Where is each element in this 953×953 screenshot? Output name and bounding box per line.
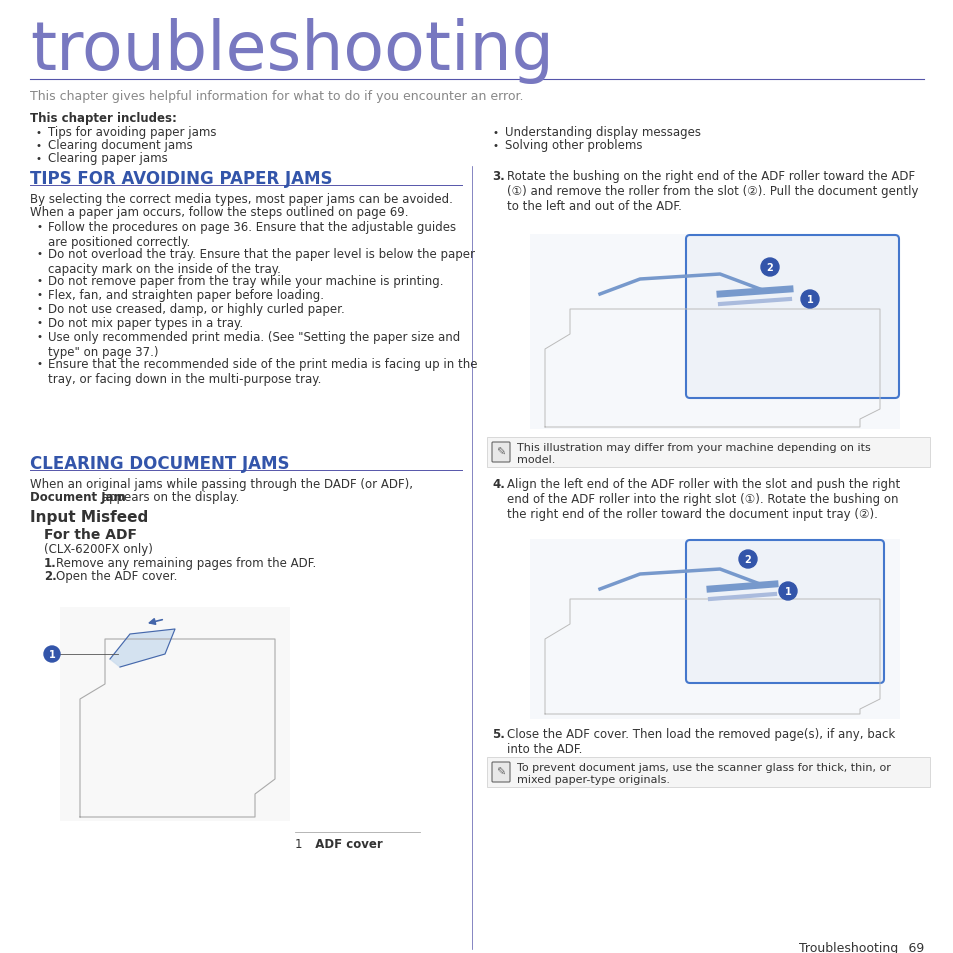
Text: Use only recommended print media. (See "Setting the paper size and
type" on page: Use only recommended print media. (See "…	[48, 331, 459, 358]
Text: 1: 1	[49, 649, 55, 659]
FancyBboxPatch shape	[530, 539, 899, 720]
Text: Clearing paper jams: Clearing paper jams	[48, 152, 168, 165]
Circle shape	[801, 291, 818, 309]
FancyBboxPatch shape	[486, 437, 929, 468]
Text: Document Jam: Document Jam	[30, 491, 126, 503]
Text: For the ADF: For the ADF	[44, 527, 137, 541]
Text: Input Misfeed: Input Misfeed	[30, 510, 148, 524]
Text: Tips for avoiding paper jams: Tips for avoiding paper jams	[48, 126, 216, 139]
Text: 1: 1	[806, 294, 813, 305]
Text: 1.: 1.	[44, 557, 56, 569]
Text: •: •	[493, 128, 498, 138]
Text: Solving other problems: Solving other problems	[504, 139, 641, 152]
Text: appears on the display.: appears on the display.	[98, 491, 239, 503]
Text: 3.: 3.	[492, 170, 504, 183]
Text: Follow the procedures on page 36. Ensure that the adjustable guides
are position: Follow the procedures on page 36. Ensure…	[48, 221, 456, 249]
FancyBboxPatch shape	[486, 758, 929, 787]
Text: •: •	[37, 304, 43, 314]
Text: Do not mix paper types in a tray.: Do not mix paper types in a tray.	[48, 316, 243, 330]
Circle shape	[779, 582, 796, 600]
Text: 2.: 2.	[44, 569, 56, 582]
Text: ADF cover: ADF cover	[307, 837, 382, 850]
FancyBboxPatch shape	[492, 762, 510, 782]
FancyBboxPatch shape	[60, 607, 290, 821]
Text: Align the left end of the ADF roller with the slot and push the right
end of the: Align the left end of the ADF roller wit…	[506, 477, 900, 520]
Text: To prevent document jams, use the scanner glass for thick, thin, or
mixed paper-: To prevent document jams, use the scanne…	[517, 762, 890, 783]
Circle shape	[44, 646, 60, 662]
Text: Understanding display messages: Understanding display messages	[504, 126, 700, 139]
Text: Do not use creased, damp, or highly curled paper.: Do not use creased, damp, or highly curl…	[48, 303, 344, 315]
Text: •: •	[36, 128, 42, 138]
FancyBboxPatch shape	[685, 540, 883, 683]
Text: •: •	[36, 153, 42, 164]
Text: Rotate the bushing on the right end of the ADF roller toward the ADF
(①) and rem: Rotate the bushing on the right end of t…	[506, 170, 918, 213]
Text: 1: 1	[294, 837, 302, 850]
Text: Troubleshooting_ 69: Troubleshooting_ 69	[798, 941, 923, 953]
Text: Open the ADF cover.: Open the ADF cover.	[56, 569, 177, 582]
FancyBboxPatch shape	[685, 235, 898, 398]
Text: •: •	[37, 222, 43, 232]
Text: By selecting the correct media types, most paper jams can be avoided.: By selecting the correct media types, mo…	[30, 193, 453, 206]
Text: •: •	[37, 249, 43, 258]
Text: Close the ADF cover. Then load the removed page(s), if any, back
into the ADF.: Close the ADF cover. Then load the remov…	[506, 727, 894, 755]
Text: 2: 2	[766, 263, 773, 273]
Text: •: •	[37, 290, 43, 299]
Circle shape	[739, 551, 757, 568]
Text: 5.: 5.	[492, 727, 504, 740]
FancyBboxPatch shape	[530, 234, 899, 430]
Text: •: •	[493, 141, 498, 151]
Text: (CLX-6200FX only): (CLX-6200FX only)	[44, 542, 152, 556]
Text: CLEARING DOCUMENT JAMS: CLEARING DOCUMENT JAMS	[30, 455, 289, 473]
Text: Do not remove paper from the tray while your machine is printing.: Do not remove paper from the tray while …	[48, 274, 443, 288]
Text: Flex, fan, and straighten paper before loading.: Flex, fan, and straighten paper before l…	[48, 289, 324, 302]
Text: •: •	[37, 358, 43, 369]
Text: TIPS FOR AVOIDING PAPER JAMS: TIPS FOR AVOIDING PAPER JAMS	[30, 170, 333, 188]
Text: Ensure that the recommended side of the print media is facing up in the
tray, or: Ensure that the recommended side of the …	[48, 357, 477, 386]
Text: •: •	[37, 332, 43, 341]
Text: troubleshooting: troubleshooting	[30, 18, 554, 84]
Text: ✎: ✎	[496, 767, 505, 778]
Text: When an original jams while passing through the DADF (or ADF),: When an original jams while passing thro…	[30, 477, 413, 491]
Text: Clearing document jams: Clearing document jams	[48, 139, 193, 152]
FancyBboxPatch shape	[492, 442, 510, 462]
Text: This chapter includes:: This chapter includes:	[30, 112, 176, 125]
Text: 4.: 4.	[492, 477, 504, 491]
Polygon shape	[110, 629, 174, 667]
Text: 2: 2	[744, 555, 751, 564]
Text: When a paper jam occurs, follow the steps outlined on page 69.: When a paper jam occurs, follow the step…	[30, 206, 408, 219]
Text: ✎: ✎	[496, 448, 505, 457]
Text: •: •	[36, 141, 42, 151]
Text: 1: 1	[783, 586, 791, 597]
Text: This chapter gives helpful information for what to do if you encounter an error.: This chapter gives helpful information f…	[30, 90, 523, 103]
Circle shape	[760, 258, 779, 276]
Text: •: •	[37, 275, 43, 286]
Text: •: •	[37, 317, 43, 328]
Text: This illustration may differ from your machine depending on its
model.: This illustration may differ from your m…	[517, 442, 870, 464]
Text: Remove any remaining pages from the ADF.: Remove any remaining pages from the ADF.	[56, 557, 315, 569]
Text: Do not overload the tray. Ensure that the paper level is below the paper
capacit: Do not overload the tray. Ensure that th…	[48, 248, 475, 275]
